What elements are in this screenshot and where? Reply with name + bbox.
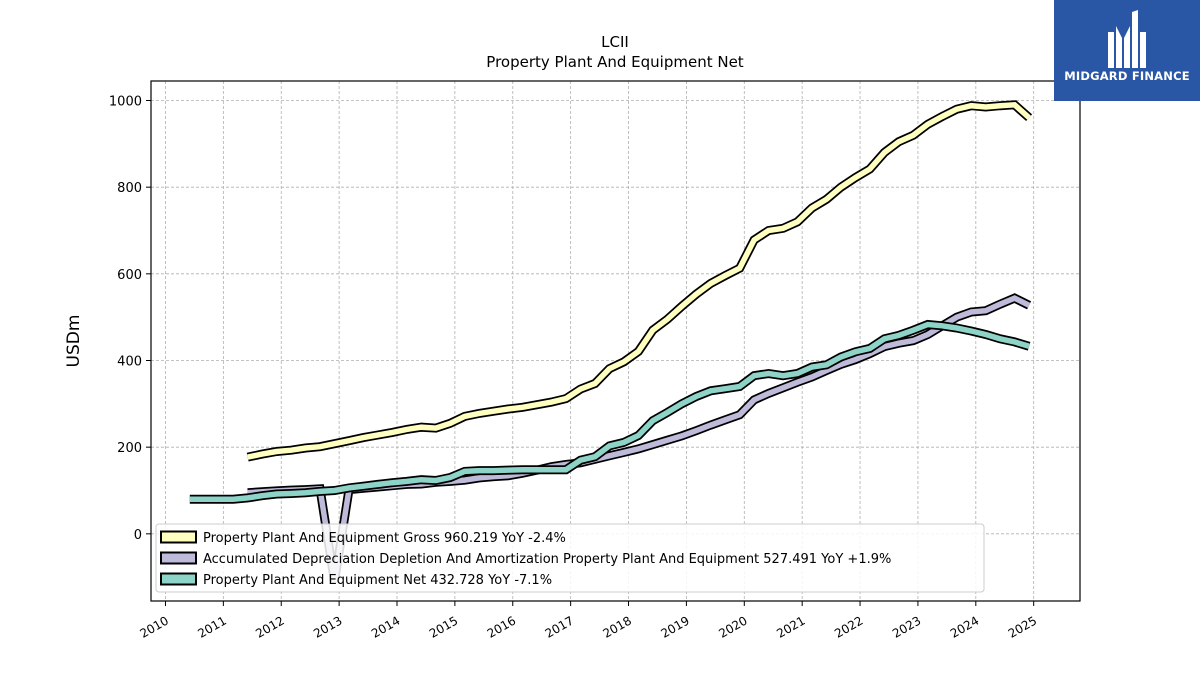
midgard-finance-logo: MIDGARD FINANCE bbox=[1054, 0, 1200, 101]
y-tick-label: 200 bbox=[117, 441, 142, 456]
legend-swatch-0 bbox=[160, 530, 197, 544]
chart-subtitle: Property Plant And Equipment Net bbox=[486, 53, 743, 71]
x-tick-label: 2010 bbox=[138, 613, 171, 640]
y-tick-label: 400 bbox=[117, 355, 142, 370]
x-tick-label: 2015 bbox=[427, 613, 460, 640]
x-tick-label: 2022 bbox=[832, 613, 865, 640]
logo-text: MIDGARD FINANCE bbox=[1064, 69, 1190, 83]
x-tick-label: 2019 bbox=[658, 613, 691, 640]
x-tick-label: 2018 bbox=[601, 613, 634, 640]
legend-label-0: Property Plant And Equipment Gross 960.2… bbox=[203, 531, 566, 546]
series-outline-0 bbox=[246, 100, 1033, 462]
series-line-0 bbox=[247, 101, 1031, 460]
series-outline-2 bbox=[189, 319, 1031, 504]
x-tick-label: 2023 bbox=[890, 613, 923, 640]
x-tick-label: 2014 bbox=[369, 613, 402, 640]
x-tick-label: 2017 bbox=[543, 613, 576, 640]
x-tick-label: 2025 bbox=[1006, 613, 1039, 640]
x-tick-label: 2012 bbox=[253, 613, 286, 640]
legend-swatch-2 bbox=[160, 572, 197, 586]
midgard-logo-icon bbox=[1108, 10, 1146, 68]
legend-label-1: Accumulated Depreciation Depletion And A… bbox=[203, 552, 891, 567]
legend-box bbox=[155, 523, 985, 593]
y-tick-label: 0 bbox=[134, 528, 142, 543]
plot-frame bbox=[150, 80, 1081, 602]
y-axis-label: USDm bbox=[64, 315, 84, 368]
legend-label-2: Property Plant And Equipment Net 432.728… bbox=[203, 573, 552, 588]
chart-title: LCII bbox=[601, 33, 629, 51]
series-lines bbox=[189, 100, 1033, 583]
y-tick-label: 600 bbox=[117, 268, 142, 283]
y-tick-label: 800 bbox=[117, 181, 142, 196]
x-tick-label: 2024 bbox=[948, 613, 981, 640]
legend: Property Plant And Equipment Gross 960.2… bbox=[155, 523, 985, 593]
x-tick-label: 2016 bbox=[485, 613, 518, 640]
x-tick-label: 2020 bbox=[716, 613, 749, 640]
x-tick-label: 2021 bbox=[774, 613, 807, 640]
x-tick-label: 2013 bbox=[311, 613, 344, 640]
grid-lines bbox=[151, 81, 1080, 601]
series-line-2 bbox=[189, 321, 1030, 502]
y-tick-label: 1000 bbox=[109, 95, 142, 110]
legend-swatch-1 bbox=[160, 551, 197, 565]
x-tick-label: 2011 bbox=[195, 613, 228, 640]
